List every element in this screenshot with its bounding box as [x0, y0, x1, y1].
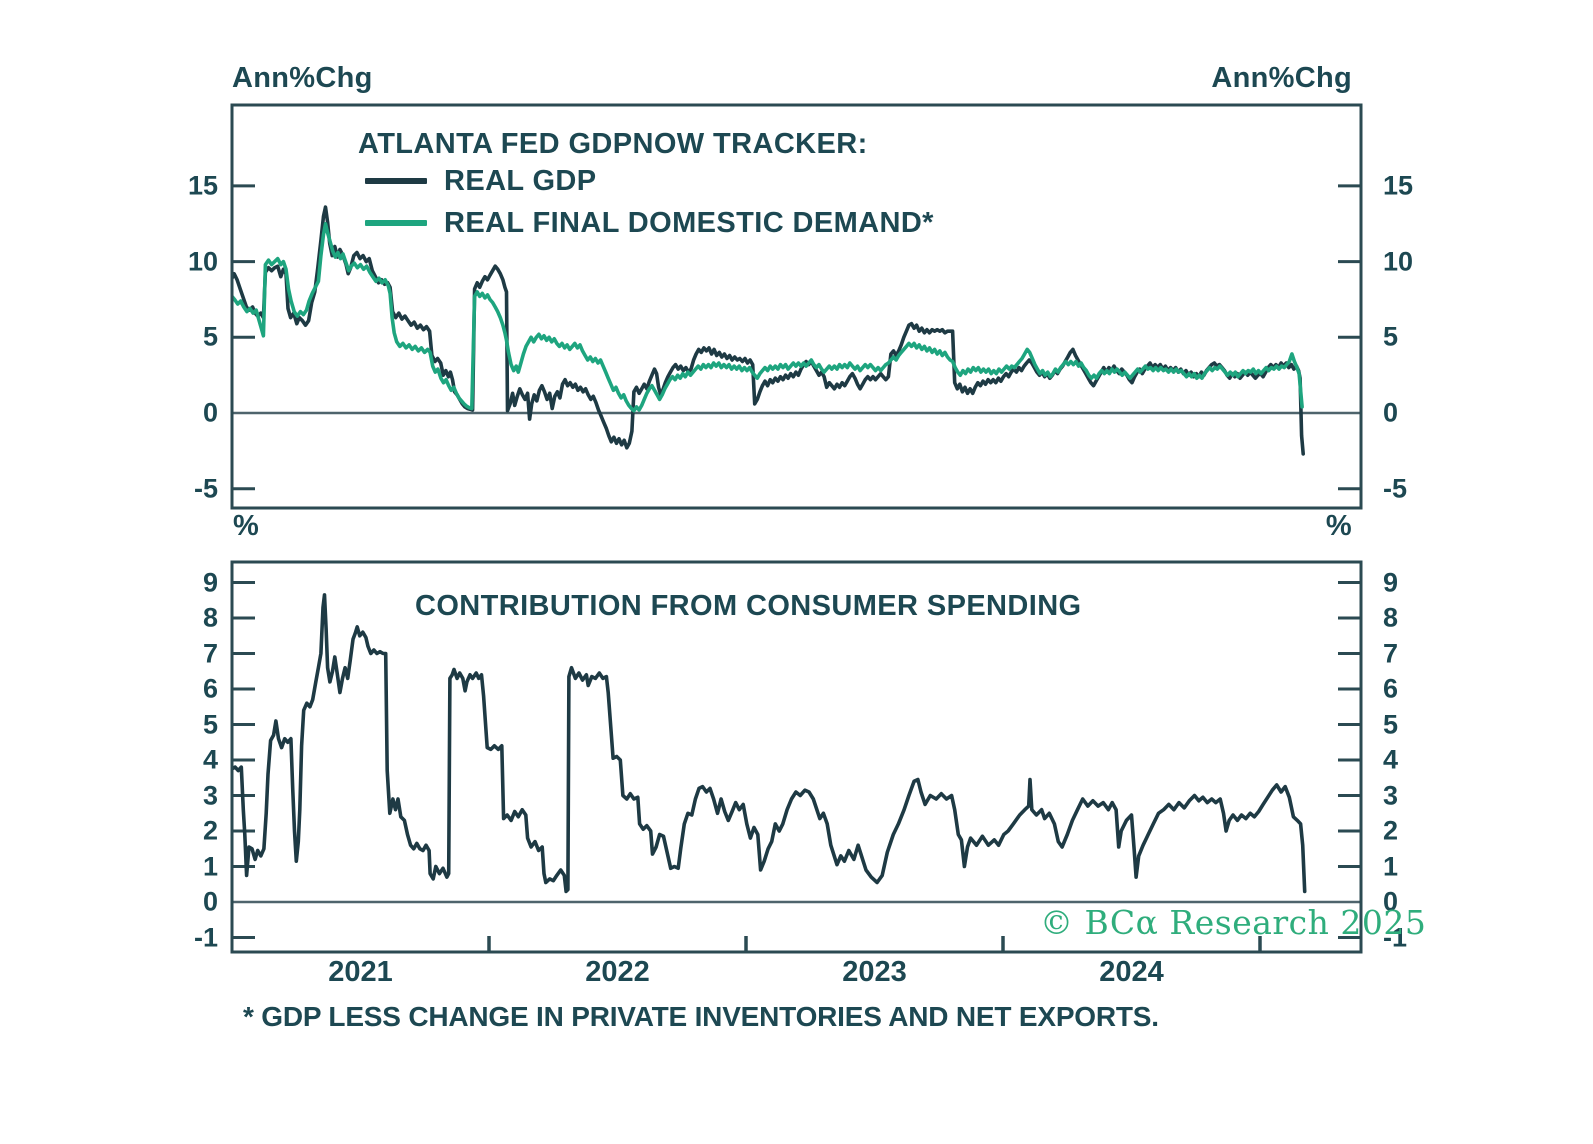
- y-axis-tick-label: 10: [1383, 246, 1414, 277]
- y-axis-tick-label: 1: [202, 851, 218, 881]
- y-axis-tick-label: 15: [1383, 170, 1414, 201]
- real-final-domestic-demand-line: [232, 222, 1304, 413]
- top-chart-right-axis-unit: Ann%Chg: [1211, 62, 1352, 94]
- plot-frame: [230, 103, 1363, 510]
- y-axis-tick-label: 0: [202, 886, 218, 917]
- y-axis-tick-label: 5: [1383, 321, 1399, 352]
- top-chart-left-axis-unit: Ann%Chg: [232, 62, 373, 94]
- x-axis-year-label: 2021: [328, 956, 393, 988]
- y-axis-tick-label: 8: [202, 602, 218, 633]
- bottom-chart-title: CONTRIBUTION FROM CONSUMER SPENDING: [415, 590, 1082, 622]
- y-axis-tick-label: 1: [1383, 851, 1399, 881]
- x-axis-year-label: 2022: [585, 956, 650, 988]
- bottom-chart-left-axis-unit: %: [233, 510, 260, 542]
- y-axis-tick-label: -5: [1383, 473, 1408, 504]
- y-axis-tick-label: -1: [193, 922, 218, 952]
- footnote: * GDP LESS CHANGE IN PRIVATE INVENTORIES…: [243, 1001, 1159, 1032]
- y-axis-tick-label: 6: [1383, 673, 1399, 704]
- y-axis-tick-label: 6: [202, 673, 218, 704]
- real-final-domestic-demand-line-swatch: [365, 220, 427, 226]
- y-axis-tick-label: -5: [193, 473, 218, 504]
- y-axis-tick-label: 5: [1383, 709, 1399, 739]
- legend-label-real-final-domestic-demand: REAL FINAL DOMESTIC DEMAND*: [444, 206, 934, 239]
- y-axis-tick-label: 2: [202, 815, 218, 846]
- y-axis-tick-label: 8: [1383, 602, 1399, 633]
- legend-label-real-gdp: REAL GDP: [444, 164, 597, 197]
- legend-item-real-gdp: REAL GDP: [365, 164, 597, 198]
- y-axis-tick-label: 3: [202, 780, 218, 810]
- y-axis-tick-label: 7: [202, 638, 218, 668]
- y-axis-tick-label: 4: [202, 744, 218, 775]
- y-axis-tick-label: 9: [1383, 567, 1399, 597]
- y-axis-tick-label: 2: [1383, 815, 1399, 846]
- x-axis-year-label: 2023: [842, 956, 907, 988]
- y-axis-tick-label: -1: [1383, 922, 1408, 952]
- legend-item-real-final-domestic-demand: REAL FINAL DOMESTIC DEMAND*: [365, 206, 934, 240]
- y-axis-tick-label: 0: [1383, 886, 1399, 917]
- bottom-chart-right-axis-unit: %: [1325, 510, 1352, 542]
- y-axis-tick-label: 4: [1383, 744, 1399, 775]
- contribution-from-consumer-spending-line: [232, 593, 1307, 894]
- bca-research-watermark: © BCα Research 2025: [1040, 903, 1427, 942]
- y-axis-tick-label: 7: [1383, 638, 1399, 668]
- top-chart-title: ATLANTA FED GDPNOW TRACKER:: [358, 128, 868, 160]
- x-axis-year-label: 2024: [1099, 956, 1164, 988]
- real-gdp-line-swatch: [365, 178, 427, 184]
- y-axis-tick-label: 15: [187, 170, 218, 201]
- y-axis-tick-label: 9: [202, 567, 218, 597]
- y-axis-tick-label: 10: [187, 246, 218, 277]
- y-axis-tick-label: 3: [1383, 780, 1399, 810]
- y-axis-tick-label: 0: [202, 397, 218, 428]
- y-axis-tick-label: 0: [1383, 397, 1399, 428]
- plot-frame: [230, 560, 1363, 954]
- y-axis-tick-label: 5: [202, 709, 218, 739]
- y-axis-tick-label: 5: [202, 321, 218, 352]
